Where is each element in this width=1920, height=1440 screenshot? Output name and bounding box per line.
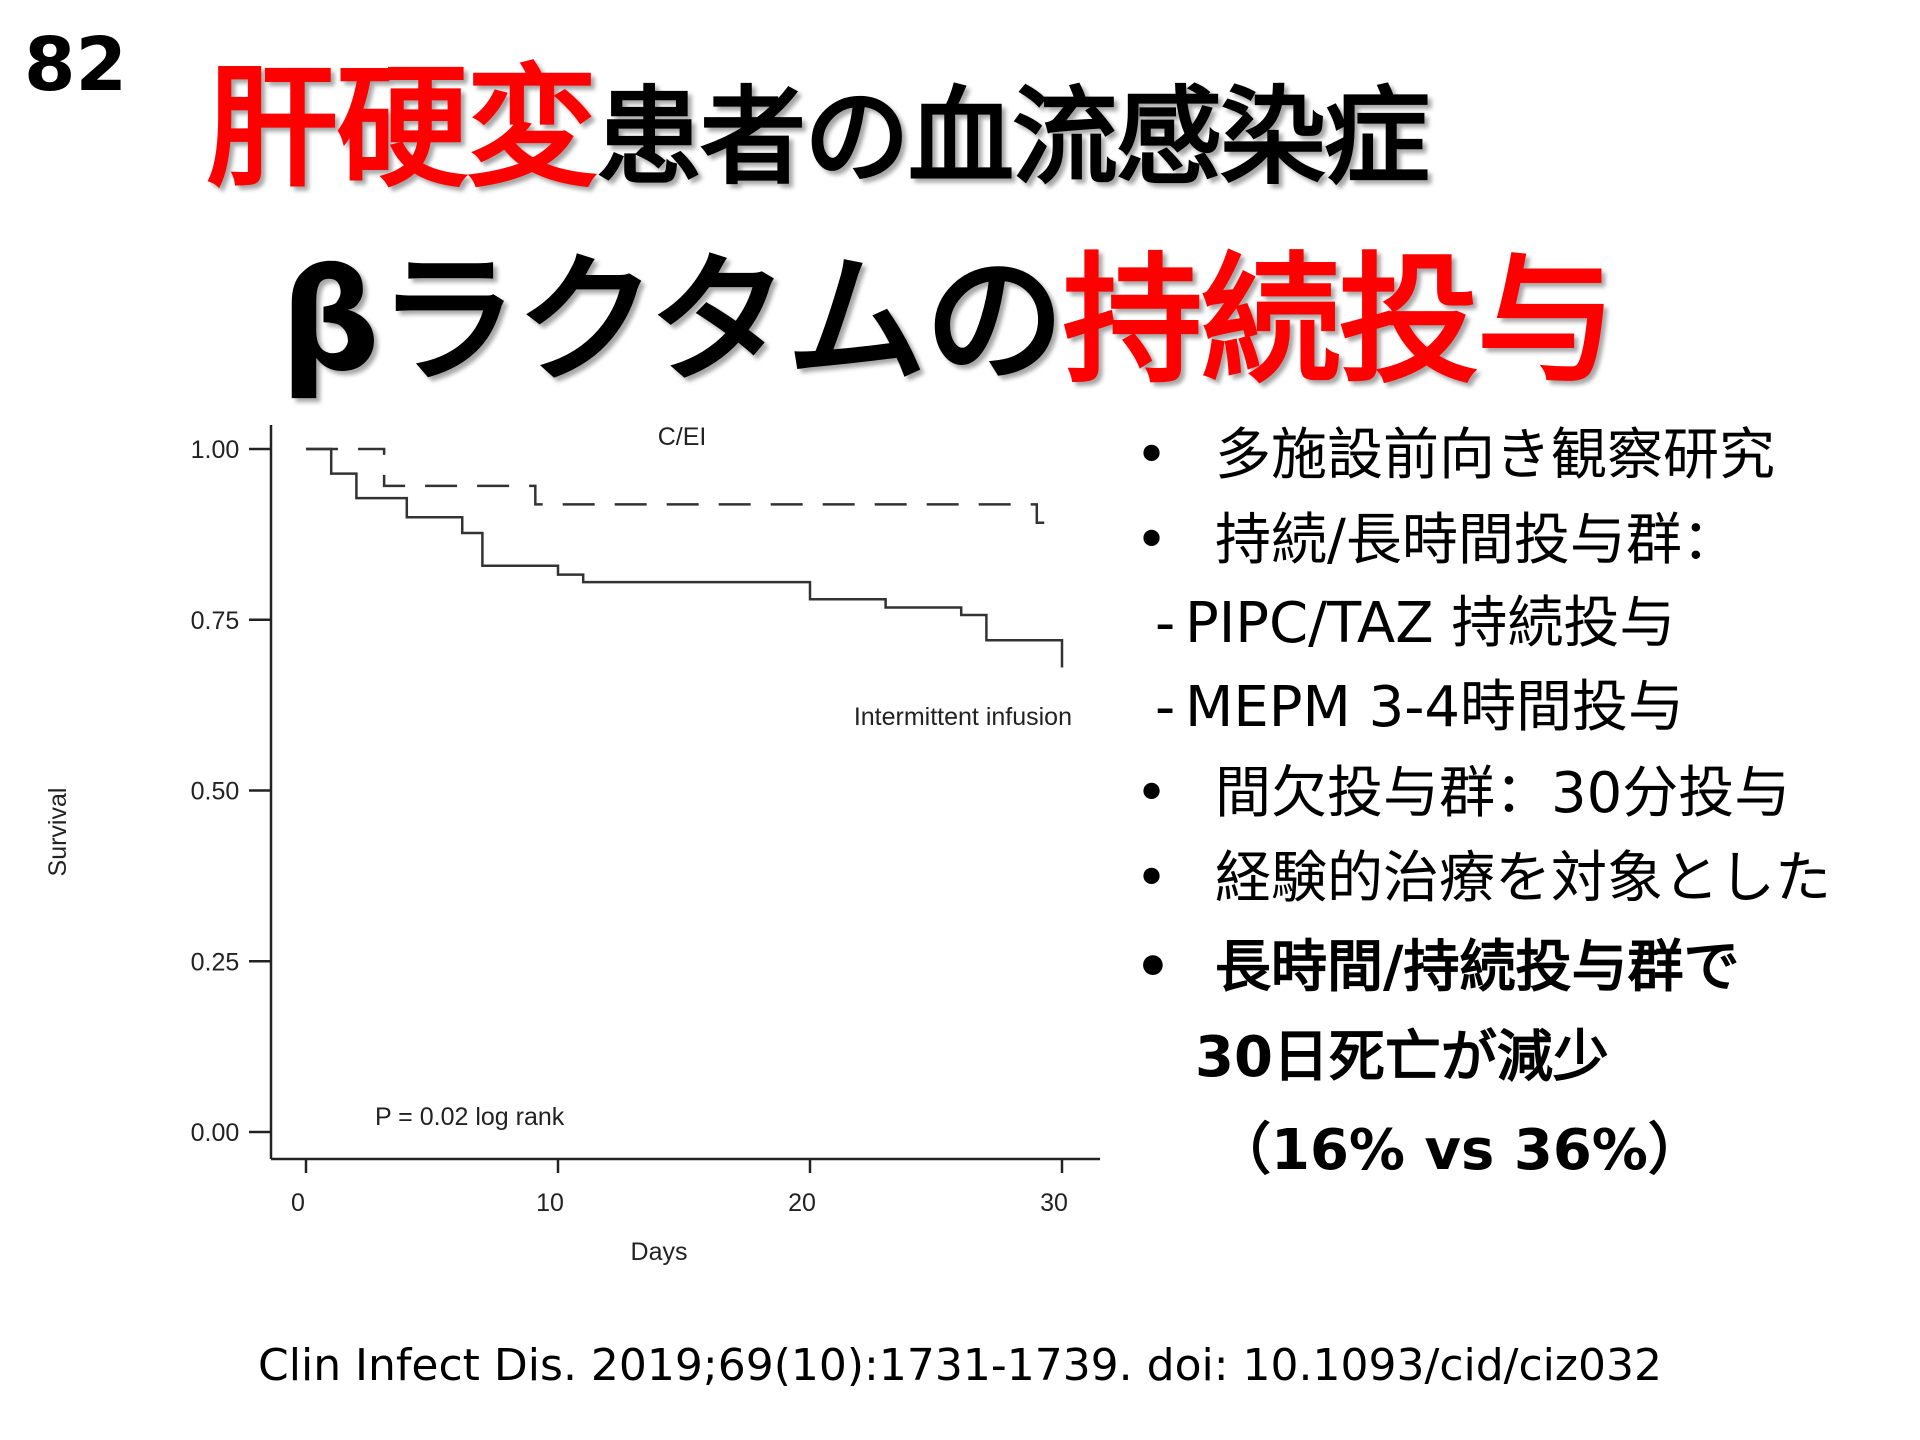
survival-curve-cei [306, 447, 1057, 525]
bullet-marker: • [1135, 508, 1169, 573]
title-red-text: 持続投与 [1062, 240, 1617, 403]
bullet-text: MEPM 3-4時間投与 [1185, 675, 1685, 740]
title-line-1: 肝硬変患者の血流感染症 [206, 22, 1430, 213]
survival-chart: 0.00 0.25 0.50 0.75 1.00 0 10 20 30 Survival Day… [44, 423, 1100, 1266]
bullet-marker: • [1135, 846, 1169, 911]
slide-number: 82 [24, 22, 127, 108]
bullet-item: • 経験的治療を対象とした [1135, 833, 1831, 914]
x-tick-label: 0 [291, 1189, 305, 1217]
bullet-text: 持続/長時間投与群： [1215, 508, 1738, 573]
x-tick-label: 10 [536, 1189, 564, 1217]
bullet-item: • 持続/長時間投与群： [1135, 495, 1738, 576]
series-label-intermittent: Intermittent infusion [854, 703, 1072, 731]
bullet-text: 間欠投与群：30分投与 [1215, 761, 1791, 826]
bullet-marker: • [1135, 761, 1169, 826]
y-tick-label: 1.00 [191, 436, 240, 464]
bullet-item: • 間欠投与群：30分投与 [1135, 748, 1790, 829]
bullet-item: - PIPC/TAZ 持続投与 [1155, 578, 1675, 659]
y-axis-label: Survival [44, 788, 72, 877]
p-value-annotation: P = 0.02 log rank [375, 1103, 565, 1131]
y-tick-label: 0.25 [191, 948, 240, 976]
bullet-item: • 長時間/持続投与群で [1135, 922, 1739, 1003]
bullet-item: • 多施設前向き観察研究 [1135, 410, 1775, 491]
bullet-text: 長時間/持続投与群で [1215, 935, 1740, 1000]
bullet-marker: • [1135, 423, 1169, 488]
bullet-marker: - [1155, 675, 1176, 740]
bullet-text: 多施設前向き観察研究 [1215, 423, 1775, 488]
bullet-marker: - [1155, 591, 1176, 656]
title-line-2: βラクタムの持続投与 [280, 208, 1617, 410]
y-tick-label: 0.00 [191, 1119, 240, 1147]
series-label-cei: C/EI [658, 423, 707, 451]
y-tick-label: 0.75 [191, 607, 240, 635]
x-axis-label: Days [631, 1238, 688, 1266]
x-tick-label: 30 [1040, 1189, 1068, 1217]
bullet-text: （16% vs 36%） [1215, 1118, 1704, 1183]
x-tick-label: 20 [788, 1189, 816, 1217]
survival-curve-intermittent [306, 447, 1064, 668]
title-red-text: 肝硬変 [206, 52, 598, 206]
bullet-text: 30日死亡が減少 [1195, 1025, 1609, 1090]
citation: Clin Infect Dis. 2019;69(10):1731-1739. … [258, 1340, 1662, 1391]
bullet-marker: • [1135, 935, 1171, 1000]
y-tick-label: 0.50 [191, 778, 240, 806]
bullet-text: 経験的治療を対象とした [1215, 846, 1831, 911]
bullet-item: - MEPM 3-4時間投与 [1155, 662, 1684, 743]
bullet-item: （16% vs 36%） [1215, 1105, 1704, 1186]
title-black-text: 患者の血流感染症 [596, 76, 1430, 199]
bullet-text: PIPC/TAZ 持続投与 [1185, 591, 1676, 656]
bullet-item: 30日死亡が減少 [1195, 1012, 1609, 1093]
title-black-text: βラクタムの [280, 240, 1065, 403]
